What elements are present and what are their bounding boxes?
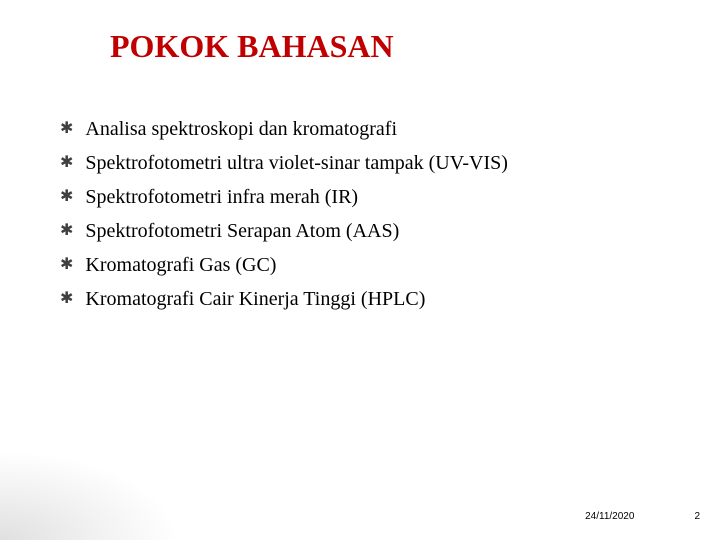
list-item: ✱ Kromatografi Cair Kinerja Tinggi (HPLC… (60, 285, 660, 313)
list-item: ✱ Kromatografi Gas (GC) (60, 251, 660, 279)
bullet-icon: ✱ (60, 251, 73, 279)
bullet-text: Kromatografi Gas (GC) (85, 251, 276, 279)
list-item: ✱ Spektrofotometri Serapan Atom (AAS) (60, 217, 660, 245)
bullet-list: ✱ Analisa spektroskopi dan kromatografi … (60, 115, 660, 313)
bullet-icon: ✱ (60, 115, 73, 143)
footer-date: 24/11/2020 (585, 511, 634, 522)
bullet-text: Kromatografi Cair Kinerja Tinggi (HPLC) (85, 285, 425, 313)
bullet-text: Spektrofotometri infra merah (IR) (85, 183, 358, 211)
bullet-text: Spektrofotometri Serapan Atom (AAS) (85, 217, 399, 245)
shadow-decoration (0, 450, 180, 540)
slide-title: POKOK BAHASAN (110, 28, 660, 65)
bullet-icon: ✱ (60, 285, 73, 313)
list-item: ✱ Spektrofotometri infra merah (IR) (60, 183, 660, 211)
list-item: ✱ Spektrofotometri ultra violet-sinar ta… (60, 149, 660, 177)
bullet-text: Analisa spektroskopi dan kromatografi (85, 115, 397, 143)
bullet-icon: ✱ (60, 149, 73, 177)
bullet-text: Spektrofotometri ultra violet-sinar tamp… (85, 149, 508, 177)
bullet-icon: ✱ (60, 217, 73, 245)
slide-footer: 24/11/2020 2 (585, 511, 700, 522)
bullet-icon: ✱ (60, 183, 73, 211)
footer-page-number: 2 (694, 511, 700, 522)
list-item: ✱ Analisa spektroskopi dan kromatografi (60, 115, 660, 143)
slide-container: POKOK BAHASAN ✱ Analisa spektroskopi dan… (0, 0, 720, 540)
